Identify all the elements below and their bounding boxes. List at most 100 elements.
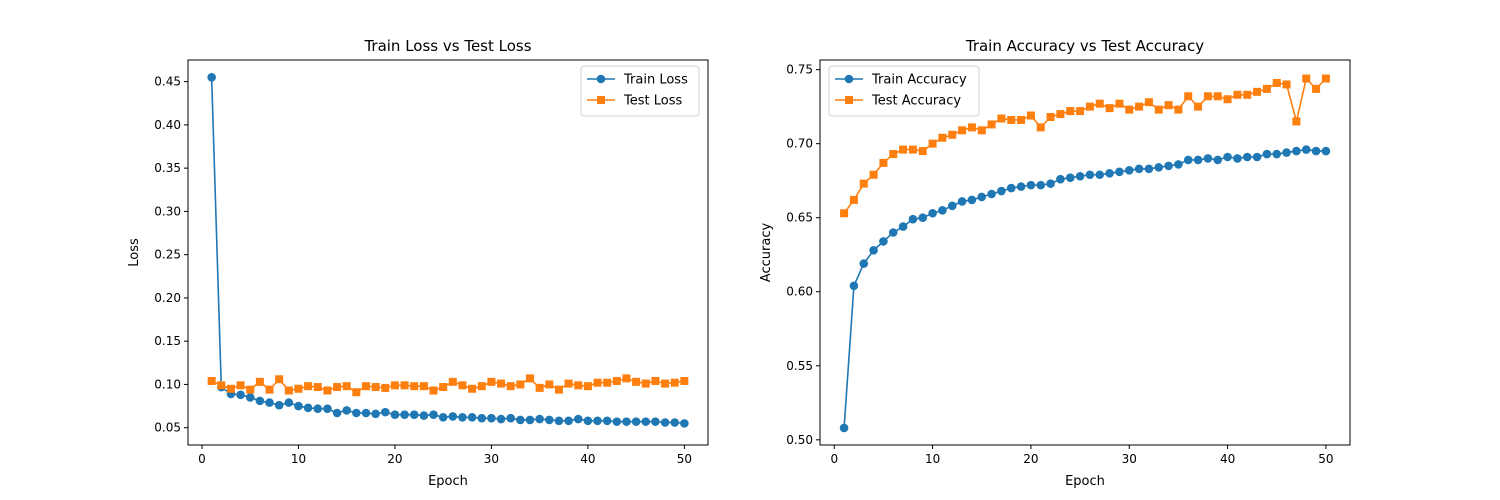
data-point xyxy=(622,417,631,426)
data-point xyxy=(1194,102,1203,111)
data-point xyxy=(1085,102,1094,111)
data-point xyxy=(651,376,660,385)
y-tick-label: 0.15 xyxy=(154,334,181,348)
data-point xyxy=(497,379,506,388)
data-point xyxy=(938,133,947,142)
data-point xyxy=(207,73,216,82)
data-point xyxy=(1292,117,1301,126)
data-point xyxy=(236,390,245,400)
series-test-loss xyxy=(207,374,689,397)
data-point xyxy=(1144,98,1153,107)
data-point xyxy=(1233,154,1242,163)
data-point xyxy=(849,281,859,291)
data-point xyxy=(1262,84,1271,93)
legend-marker xyxy=(845,96,853,104)
data-point xyxy=(977,192,987,202)
data-point xyxy=(400,410,409,420)
data-point xyxy=(918,213,928,223)
data-point xyxy=(467,413,477,422)
data-point xyxy=(246,385,255,394)
data-point xyxy=(381,383,390,392)
data-point xyxy=(371,383,380,392)
legend-marker xyxy=(597,96,605,104)
data-point xyxy=(448,412,458,421)
data-point xyxy=(1056,110,1065,119)
x-axis-title: Epoch xyxy=(1065,474,1105,489)
data-point xyxy=(1154,163,1164,172)
data-point xyxy=(670,418,680,427)
data-point xyxy=(274,400,284,410)
series-line xyxy=(843,148,1326,429)
series-test-accuracy xyxy=(840,74,1330,218)
accuracy-chart: 0 10 20 30 40 50 0.50 0.55 0.60 0.65 0.70 0.75 Train… xyxy=(759,37,1351,489)
data-point xyxy=(313,383,322,392)
data-point xyxy=(448,377,457,386)
data-point xyxy=(506,382,515,391)
y-axis-title: Accuracy xyxy=(759,223,774,283)
data-point xyxy=(631,417,641,426)
data-point xyxy=(207,376,216,385)
legend: Train Loss Test Loss xyxy=(580,65,700,117)
series-train-loss xyxy=(207,73,689,428)
x-tick-label: 40 xyxy=(580,452,595,466)
data-point xyxy=(217,381,226,390)
data-point xyxy=(361,382,370,391)
legend-marker xyxy=(844,74,854,84)
data-point xyxy=(516,415,525,425)
data-point xyxy=(1105,104,1114,113)
chart-title: Train Accuracy vs Test Accuracy xyxy=(965,37,1204,55)
data-point xyxy=(284,398,294,407)
data-point xyxy=(1242,152,1252,162)
data-point xyxy=(352,408,361,418)
data-point xyxy=(1095,99,1104,108)
data-point xyxy=(458,381,467,390)
data-point xyxy=(1164,101,1173,110)
data-point xyxy=(928,139,937,148)
x-tick-label: 30 xyxy=(1122,452,1137,466)
data-point xyxy=(840,209,849,218)
data-point xyxy=(545,380,554,389)
data-point xyxy=(1301,145,1311,154)
x-tick-label: 20 xyxy=(1023,452,1038,466)
data-point xyxy=(226,384,235,393)
data-point xyxy=(342,382,351,391)
data-point xyxy=(1203,92,1212,101)
series-line xyxy=(210,77,685,425)
y-tick-label: 0.45 xyxy=(154,75,181,89)
data-point xyxy=(1282,80,1291,89)
data-point xyxy=(303,403,313,413)
data-point xyxy=(419,411,429,420)
data-point xyxy=(1282,148,1291,157)
y-tick-label: 0.60 xyxy=(786,285,813,299)
data-point xyxy=(859,179,868,188)
data-point xyxy=(948,130,957,139)
data-point xyxy=(361,408,371,418)
data-point xyxy=(1036,180,1046,190)
data-point xyxy=(1154,105,1163,114)
data-point xyxy=(525,415,535,425)
data-point xyxy=(1046,179,1055,188)
data-point xyxy=(602,416,612,426)
y-tick-label: 0.50 xyxy=(786,433,813,447)
y-tick-label: 0.05 xyxy=(154,421,181,435)
data-point xyxy=(583,382,592,391)
data-point xyxy=(1223,152,1232,162)
data-point xyxy=(390,410,400,420)
data-point xyxy=(1243,90,1252,99)
data-point xyxy=(641,417,651,426)
data-point xyxy=(869,245,878,255)
data-point xyxy=(680,376,689,385)
x-tick-label: 20 xyxy=(387,452,402,466)
data-point xyxy=(1311,146,1321,156)
data-point xyxy=(918,147,927,156)
data-point xyxy=(908,214,918,224)
data-point xyxy=(371,409,380,419)
data-point xyxy=(997,186,1006,196)
x-axis-title: Epoch xyxy=(428,474,468,489)
loss-chart: 0 10 20 30 40 50 0.05 0.10 0.15 0.20 0.25 0.30 0.35 0… xyxy=(127,37,709,489)
y-tick-label: 0.30 xyxy=(154,204,181,218)
y-tick-label: 0.40 xyxy=(154,118,181,132)
data-point xyxy=(869,170,878,179)
data-point xyxy=(967,195,977,205)
data-point xyxy=(1213,155,1223,165)
